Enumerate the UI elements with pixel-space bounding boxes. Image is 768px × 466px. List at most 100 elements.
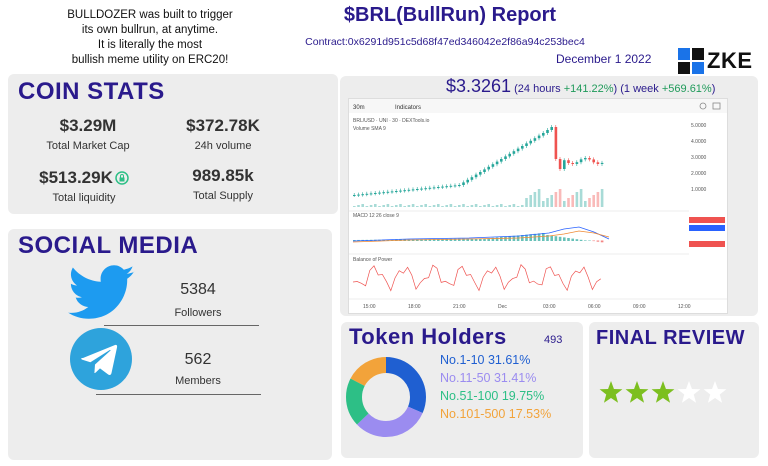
price-tick: 1.0000 <box>691 187 707 193</box>
volume-bar <box>462 204 465 207</box>
macd-bar <box>592 240 595 242</box>
final-review-title: FINAL REVIEW <box>596 327 745 349</box>
volume-bar <box>487 204 490 207</box>
interval-selector[interactable]: 30m <box>353 105 365 111</box>
liquidity-stat: $513.29K Total liquidity <box>20 168 148 204</box>
volume-bar <box>575 192 579 207</box>
volume-bar <box>386 204 390 207</box>
candle-body <box>479 172 482 175</box>
time-axis: 15:00 18:00 21:00 Dec 03:00 06:00 09:00 12:00 <box>363 304 691 310</box>
time-tick: 21:00 <box>453 304 466 310</box>
coin-stats-panel: COIN STATS $3.29M Total Market Cap $372.… <box>8 74 338 214</box>
candle-body <box>575 162 579 164</box>
candle-body <box>395 191 398 192</box>
market-cap-value: $3.29M <box>59 116 117 135</box>
macd-bar <box>596 240 600 242</box>
macd-bar <box>600 240 604 243</box>
candle-body <box>533 138 537 141</box>
macd-bar <box>491 237 495 241</box>
candle-body <box>592 159 595 163</box>
camera-icon[interactable] <box>712 102 721 110</box>
week-change: +569.61% <box>661 83 712 95</box>
report-title: $BRL(BullRun) Report <box>343 4 557 26</box>
twitter-bird-icon[interactable] <box>68 265 136 321</box>
liquidity-label: Total liquidity <box>52 192 116 204</box>
volume-bar <box>432 205 436 207</box>
volume-bar <box>453 206 457 207</box>
volume-value: $372.78K <box>186 116 260 135</box>
filled-star-icon <box>625 381 649 403</box>
macd-bar <box>504 236 507 241</box>
volume-bar <box>403 206 406 207</box>
filled-star-icon <box>599 381 623 403</box>
indicators-button[interactable]: Indicators <box>395 105 421 111</box>
telegram-plane-icon[interactable] <box>70 328 132 390</box>
supply-label: Total Supply <box>193 190 253 202</box>
volume-bar <box>571 195 574 207</box>
legend-top10: No.1-10 31.61% <box>440 353 531 367</box>
telegram-divider <box>96 394 261 395</box>
macd-bar <box>542 233 545 241</box>
candle-body <box>500 159 503 162</box>
volume-bar <box>474 204 478 207</box>
macd-bar <box>579 239 583 241</box>
volume-bar <box>533 192 537 207</box>
candle-body <box>458 185 461 186</box>
volume-bar <box>504 206 507 207</box>
legend-51-100: No.51-100 19.75% <box>440 389 545 403</box>
candle-body <box>386 191 390 193</box>
candle-body <box>420 188 423 190</box>
zke-logo-icon <box>678 48 704 74</box>
bop-label: Balance of Power <box>353 257 393 263</box>
price-tick: 4.0000 <box>691 139 707 145</box>
time-tick: Dec <box>498 304 507 310</box>
supply-stat: 989.85k Total Supply <box>158 166 288 202</box>
macd-bar <box>382 239 385 241</box>
candle-body <box>445 186 448 188</box>
price-tick: 3.0000 <box>691 155 707 161</box>
twitter-divider <box>104 325 259 326</box>
tradingview-chart[interactable]: 30m Indicators BRL/USD · UNI · 30 · DEXT… <box>348 98 728 314</box>
macd-bar <box>432 239 436 241</box>
macd-bar <box>508 236 511 241</box>
macd-bar <box>584 240 587 241</box>
intro-line: bullish meme utility on ERC20! <box>71 54 229 66</box>
legend-11-50: No.11-50 31.41% <box>440 371 537 385</box>
volume-bar <box>399 204 402 207</box>
volume-bar <box>407 205 411 207</box>
candle-body <box>525 143 528 146</box>
candle-body <box>584 158 587 160</box>
candle-body <box>374 193 377 194</box>
lock-icon <box>115 171 129 185</box>
macd-bar <box>571 238 574 241</box>
telegram-stats: 562 Members <box>148 351 248 387</box>
price-axis: 5.0000 4.0000 3.0000 2.0000 1.0000 <box>691 123 707 193</box>
balance-of-power-line <box>352 264 601 292</box>
candle-body <box>369 193 373 195</box>
volume-bar <box>588 198 591 207</box>
macd-bar <box>466 238 469 241</box>
candle-body <box>508 153 511 157</box>
price-close-paren: ) <box>711 83 716 95</box>
macd-bar <box>567 238 570 241</box>
candlestick-series <box>353 125 604 207</box>
zke-logo: ZKE <box>678 48 753 74</box>
volume-bar <box>584 201 587 207</box>
volume-stat: $372.78K 24h volume <box>158 116 288 152</box>
volume-bar <box>378 206 381 207</box>
pair-label: BRL/USD · UNI · 30 · DEXTools.io <box>353 118 430 124</box>
volume-bar <box>600 189 604 207</box>
holders-total: 493 <box>544 334 563 346</box>
volume-bar <box>563 201 566 207</box>
day-change-label: (24 hours <box>514 83 561 95</box>
macd-bar <box>474 238 478 241</box>
macd-bar <box>437 239 440 241</box>
volume-bar <box>525 198 528 207</box>
token-holders-panel: Token Holders 493 No.1-10 31.61% No.11-5… <box>341 322 583 458</box>
macd-bar <box>558 236 562 241</box>
macd-bar <box>470 238 474 241</box>
macd-bar <box>487 238 490 241</box>
contract-address[interactable]: Contract:0x6291d951c5d68f47ed346042e2f86… <box>305 36 585 48</box>
settings-icon[interactable] <box>699 102 707 110</box>
price-chart-svg: 30m Indicators BRL/USD · UNI · 30 · DEXT… <box>349 99 727 310</box>
